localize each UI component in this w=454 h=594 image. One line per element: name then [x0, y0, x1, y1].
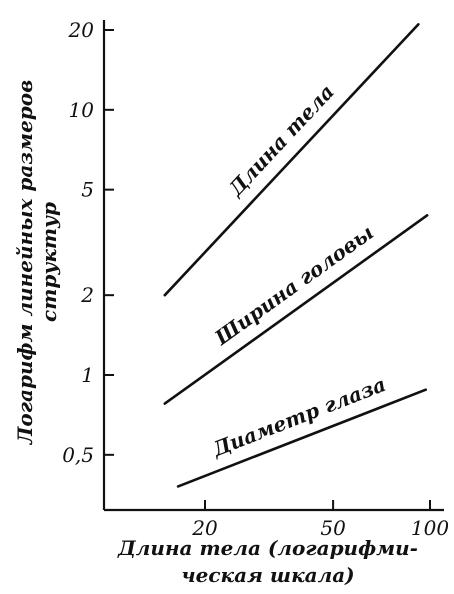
y-axis-title: Логарифм линейных размеров структур — [13, 80, 61, 446]
series-label-head-width-group: Ширина головы — [210, 220, 378, 350]
labels: 0,5 1 2 5 10 20 20 50 100 Длина тела Ширина головы… — [13, 18, 449, 587]
x-tick-label: 20 — [191, 516, 218, 540]
series-label-body-length-group: Длина тела — [223, 80, 339, 201]
x-axis-title-line: ческая шкала) — [181, 563, 354, 587]
series-label-body-length: Длина тела — [223, 80, 339, 201]
series-label-eye-diameter: Диаметр глаза — [208, 372, 389, 462]
y-tick-label: 0,5 — [62, 443, 94, 467]
x-tick-label: 100 — [411, 516, 449, 540]
y-tick-label: 10 — [69, 98, 95, 122]
axes — [102, 20, 444, 512]
y-tick-label: 2 — [80, 283, 94, 307]
y-tick-label: 1 — [81, 363, 94, 387]
series-label-head-width: Ширина головы — [210, 220, 378, 350]
series-label-eye-diameter-group: Диаметр глаза — [208, 372, 389, 462]
y-axis-title-line: структур — [37, 202, 61, 322]
y-axis-title-line: Логарифм линейных размеров — [13, 80, 37, 446]
y-tick-label: 5 — [81, 178, 94, 202]
series-lines — [163, 23, 429, 488]
series-line-body-length — [163, 23, 420, 297]
series-line-head-width — [163, 214, 429, 405]
y-tick-label: 20 — [68, 18, 95, 42]
x-tick-label: 50 — [320, 516, 346, 540]
series-line-eye-diameter — [176, 388, 428, 488]
x-axis-title-line: Длина тела (логарифми- — [117, 536, 418, 560]
